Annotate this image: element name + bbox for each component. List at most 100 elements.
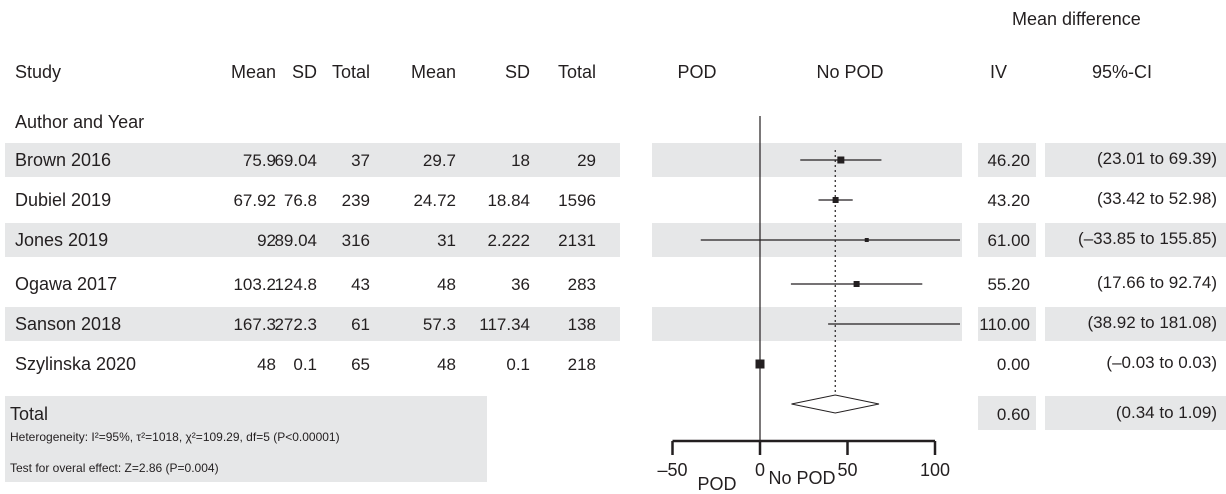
- column-header-1: Mean: [231, 62, 276, 82]
- column-headers: Study Mean SD Total Mean SD Total POD No POD IV 95…: [15, 62, 1152, 82]
- cell-c2: 124.8: [274, 275, 317, 294]
- column-header-10: 95%-CI: [1092, 62, 1152, 82]
- row-band-ci-0: [1045, 143, 1226, 177]
- row-band-left-4: [5, 307, 620, 341]
- cell-c6: 138: [568, 315, 596, 334]
- point-estimate: [837, 156, 845, 164]
- cell-c6: 1596: [558, 191, 596, 210]
- cell-c3: 65: [351, 355, 370, 374]
- cell-c6: 218: [568, 355, 596, 374]
- cell-c5: 36: [511, 275, 530, 294]
- cell-c4: 57.3: [423, 315, 456, 334]
- point-estimate: [832, 197, 839, 203]
- cell-c6: 29: [577, 151, 596, 170]
- cell-c5: 117.34: [479, 315, 530, 334]
- study-label: Dubiel 2019: [15, 190, 111, 210]
- plot-area: [700, 116, 960, 440]
- cell-c3: 37: [351, 151, 370, 170]
- row-band-md-4: [978, 307, 1036, 341]
- column-header-8: No POD: [816, 62, 883, 82]
- ci-value: (–0.03 to 0.03): [1106, 353, 1217, 372]
- md-value: 43.20: [987, 191, 1030, 210]
- cell-c1: 103.2: [233, 275, 276, 294]
- column-header-9: IV: [990, 62, 1007, 82]
- axis-tick-label: –50: [657, 460, 687, 480]
- cell-c1: 67.92: [233, 191, 276, 210]
- cell-c1: 75.9: [243, 151, 276, 170]
- total-band-ci: [1045, 396, 1226, 430]
- row-band-ci-4: [1045, 307, 1226, 341]
- cell-c2: 272.3: [274, 315, 317, 334]
- cell-c5: 18.84: [487, 191, 530, 210]
- ci-value: (38.92 to 181.08): [1088, 313, 1217, 332]
- point-estimate: [864, 238, 869, 242]
- study-label: Sanson 2018: [15, 314, 121, 334]
- total-label: Total: [10, 404, 48, 424]
- total-band-md: [978, 396, 1036, 430]
- column-header-3: Total: [332, 62, 370, 82]
- column-header-4: Mean: [411, 62, 456, 82]
- point-estimate: [755, 359, 765, 369]
- column-header-2: SD: [292, 62, 317, 82]
- table-row: Dubiel 2019 67.92 76.8 239 24.72 18.84 1596 43.…: [15, 189, 1217, 210]
- total-md-value: 0.60: [997, 405, 1030, 424]
- ci-value: (–33.85 to 155.85): [1078, 229, 1217, 248]
- column-header-0: Study: [15, 62, 61, 82]
- cell-c2: 69.04: [274, 151, 317, 170]
- md-value: 46.20: [987, 151, 1030, 170]
- md-value: 110.00: [979, 315, 1030, 334]
- cell-c4: 29.7: [423, 151, 456, 170]
- cell-c4: 24.72: [413, 191, 456, 210]
- x-axis: –50 0 50 100: [657, 439, 950, 480]
- row-band-ci-2: [1045, 223, 1226, 257]
- ci-value: (23.01 to 69.39): [1097, 149, 1217, 168]
- study-label: Ogawa 2017: [15, 274, 117, 294]
- mean-difference-header: Mean difference: [1012, 9, 1141, 29]
- subheader-author-year: Author and Year: [15, 112, 144, 132]
- study-rows: Brown 2016 75.969.04 37 29.7 18 29 46.20 (23.01…: [15, 149, 1217, 374]
- row-band-left-2: [5, 223, 620, 257]
- cell-c5: 2.222: [487, 231, 530, 250]
- axis-left-label: POD: [697, 474, 736, 494]
- column-header-6: Total: [558, 62, 596, 82]
- axis-tick-label: 0: [755, 460, 765, 480]
- cell-c5: 0.1: [506, 355, 530, 374]
- cell-c5: 18: [511, 151, 530, 170]
- row-band-left-0: [5, 143, 620, 177]
- cell-c4: 31: [437, 231, 456, 250]
- ci-value: (17.66 to 92.74): [1097, 273, 1217, 292]
- column-header-7: POD: [677, 62, 716, 82]
- cell-c2: 89.04: [274, 231, 317, 250]
- cell-c2: 76.8: [284, 191, 317, 210]
- table-row: Brown 2016 75.969.04 37 29.7 18 29 46.20 (23.01…: [15, 149, 1217, 170]
- column-header-5: SD: [505, 62, 530, 82]
- md-value: 61.00: [987, 231, 1030, 250]
- point-estimate: [853, 281, 860, 287]
- md-value: 0.00: [997, 355, 1030, 374]
- axis-tick-label: 50: [837, 460, 857, 480]
- axis-right-label: No POD: [768, 468, 835, 488]
- study-label: Jones 2019: [15, 230, 108, 250]
- cell-c3: 43: [351, 275, 370, 294]
- axis-tick-label: 100: [920, 460, 950, 480]
- table-row: Szylinska 2020 48 0.1 65 48 0.1 218 0.00 (–0.03 …: [15, 353, 1217, 374]
- cell-c1: 167.3: [233, 315, 276, 334]
- cell-c4: 48: [437, 275, 456, 294]
- pooled-diamond: [791, 394, 880, 414]
- cell-c4: 48: [437, 355, 456, 374]
- cell-c6: 2131: [558, 231, 596, 250]
- total-band-left: [5, 396, 487, 482]
- cell-c1: 48: [257, 355, 276, 374]
- total-ci-value: (0.34 to 1.09): [1116, 403, 1217, 422]
- study-label: Szylinska 2020: [15, 354, 136, 374]
- cell-c6: 283: [568, 275, 596, 294]
- ci-value: (33.42 to 52.98): [1097, 189, 1217, 208]
- cell-c2: 0.1: [293, 355, 317, 374]
- row-band-md-0: [978, 143, 1036, 177]
- row-bands: [5, 143, 1226, 482]
- heterogeneity-text: Heterogeneity: I²=95%, τ²=1018, χ²=109.2…: [10, 430, 340, 444]
